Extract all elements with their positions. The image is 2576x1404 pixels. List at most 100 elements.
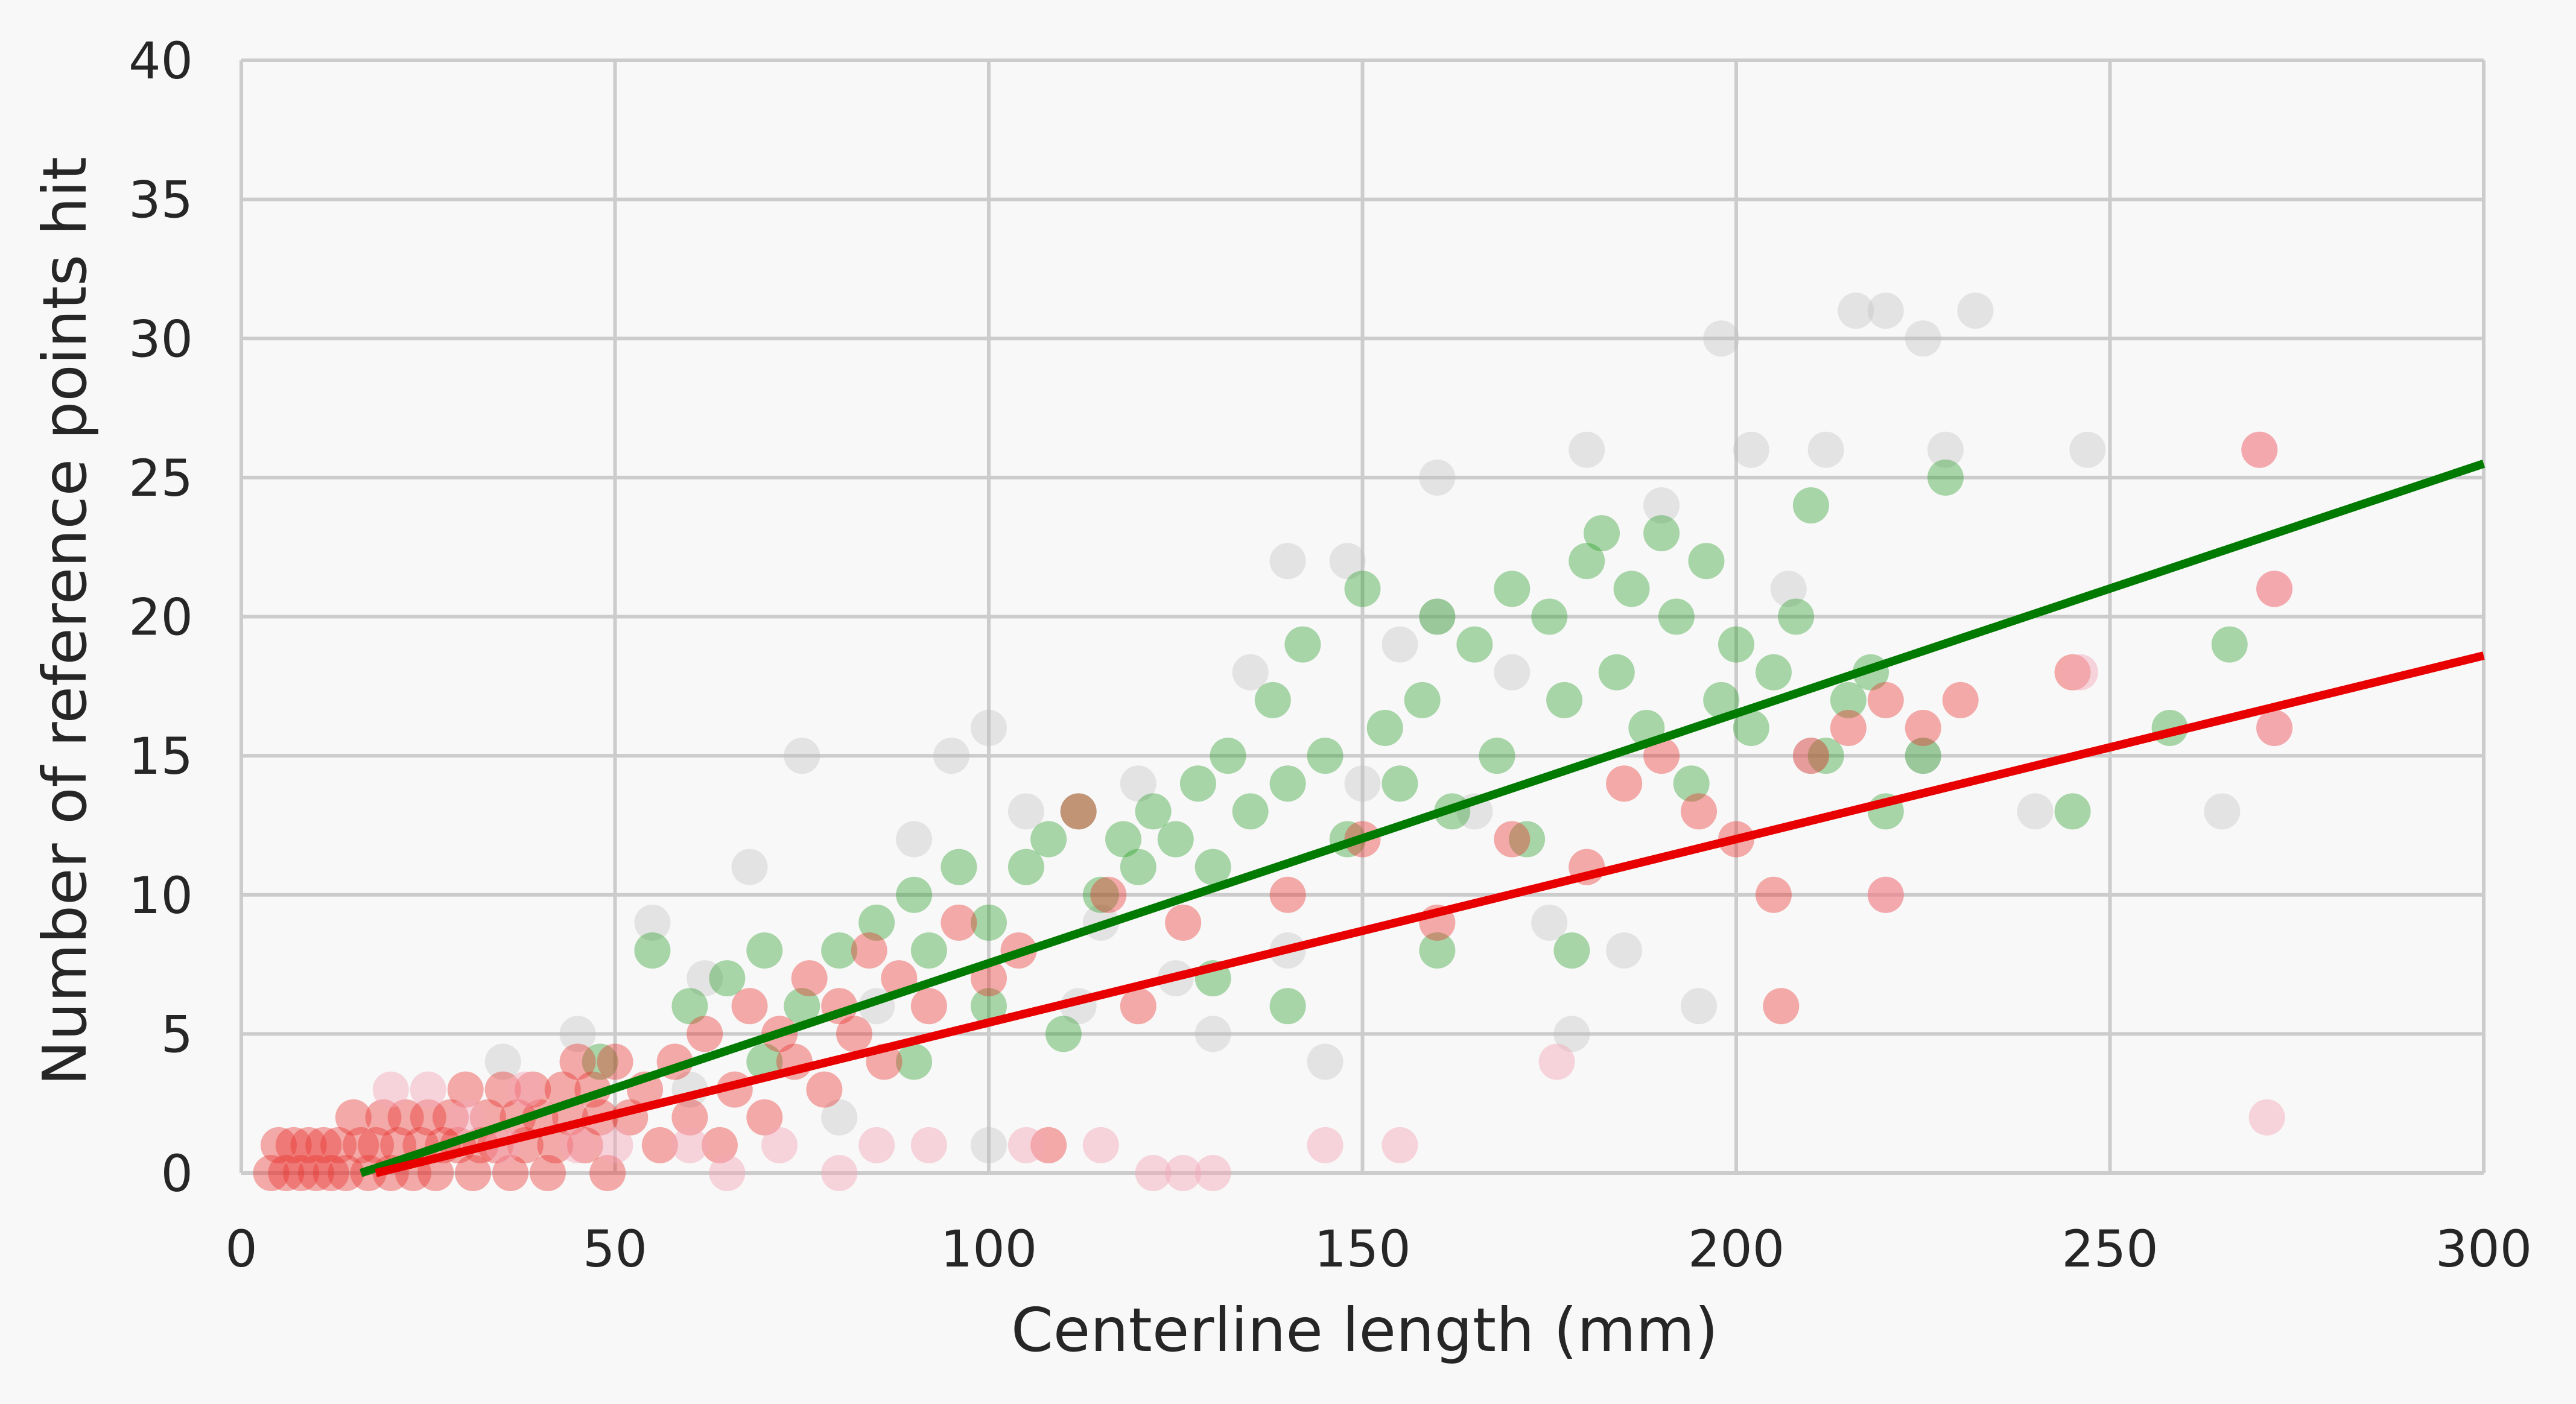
scatter-point-gray [1792,738,1829,774]
scatter-point-gray [1681,988,1718,1025]
scatter-point-green [1792,487,1829,523]
scatter-point-gray [1957,292,1994,329]
scatter-point-green [1569,543,1605,580]
scatter-point-green [1082,876,1119,913]
scatter-point-green [1807,738,1844,774]
scatter-point-red [492,1155,529,1191]
y-tick-label: 25 [128,449,193,508]
scatter-point-red [806,1071,843,1108]
x-tick-label: 300 [2435,1219,2532,1279]
scatter-point-gray [1927,431,1964,468]
scatter-point-red [529,1155,566,1191]
scatter-point-red [1120,988,1156,1025]
scatter-point-gray [2069,431,2106,468]
scatter-point-pink [2248,1099,2285,1136]
scatter-point-gray [933,738,970,774]
scatter-point-green [1479,738,1515,774]
scatter-point-green [1531,598,1568,635]
scatter-point-green [1419,598,1456,635]
scatter-point-green [896,876,933,913]
scatter-point-green [1494,571,1531,607]
scatter-point-green [784,988,820,1025]
scatter-point-red [2241,431,2278,468]
y-tick-label: 15 [128,727,193,786]
x-tick-label: 250 [2061,1219,2158,1279]
scatter-point-gray [1703,320,1740,357]
scatter-point-pink [1165,1155,1202,1191]
scatter-points [253,292,2293,1191]
scatter-point-red [328,1155,364,1191]
scatter-point-red [559,1043,596,1080]
scatter-point-gray [1770,571,1807,607]
scatter-point-red [671,1099,708,1136]
scatter-point-red [387,1099,424,1136]
scatter-point-green [1007,849,1044,885]
scatter-point-red [320,1127,357,1163]
scatter-point-red [687,1016,723,1052]
scatter-point-red [791,960,828,997]
scatter-point-green [1060,793,1097,830]
scatter-point-green [1703,681,1740,718]
scatter-point-gray [1120,765,1156,802]
scatter-point-green [709,960,746,997]
scatter-point-red [746,1099,783,1136]
scatter-point-pink [821,1155,858,1191]
scatter-point-gray [1269,543,1306,580]
scatter-point-red [1643,738,1680,774]
scatter-point-red [312,1155,349,1191]
y-tick-label: 0 [161,1144,193,1203]
scatter-point-pink [761,1127,798,1163]
scatter-point-green [746,1043,783,1080]
scatter-point-pink [1082,1127,1119,1163]
scatter-point-gray [1329,543,1366,580]
scatter-point-green [1232,793,1269,830]
scatter-point-green [971,988,1007,1025]
scatter-point-pink [1382,1127,1418,1163]
scatter-point-pink [597,1127,633,1163]
scatter-point-green [1135,793,1172,830]
y-tick-label: 30 [128,309,193,368]
scatter-point-gray [821,1099,858,1136]
scatter-point-gray [1344,765,1381,802]
scatter-point-gray [1232,654,1269,691]
scatter-point-red [2054,654,2091,691]
scatter-point-red [701,1127,738,1163]
scatter-point-green [1673,765,1710,802]
scatter-point-red [253,1155,290,1191]
scatter-point-green [1643,515,1680,552]
scatter-point-gray [1553,1016,1590,1052]
scatter-point-gray [971,1127,1007,1163]
scatter-point-red [290,1127,327,1163]
scatter-point-gray [1419,598,1456,635]
scatter-point-green [1254,681,1291,718]
scatter-point-green [746,932,783,969]
y-tick-labels: 0 5 10 15 20 25 30 35 40 [128,31,193,1203]
scatter-point-red [1942,681,1979,718]
scatter-point-green [971,904,1007,941]
scatter-point-green [1688,543,1725,580]
scatter-point-red [1060,793,1097,830]
scatter-point-red [343,1127,379,1163]
scatter-point-gray [1643,487,1680,523]
scatter-point-gray [784,738,820,774]
scatter-point-green [1755,654,1792,691]
scatter-point-red [283,1155,320,1191]
scatter-point-gray [896,821,933,858]
scatter-point-green [1598,654,1635,691]
x-tick-labels: 0 50 100 150 200 250 300 [225,1219,2532,1279]
trend-lines [360,460,2486,1177]
scatter-point-green [1905,738,1941,774]
scatter-point-gray [1307,1043,1344,1080]
scatter-point-pink [1867,876,1904,913]
scatter-point-green [671,988,708,1025]
scatter-point-green [1382,765,1418,802]
scatter-point-gray [1807,431,1844,468]
y-tick-label: 20 [128,588,193,647]
y-axis-title: Number of reference points hit [30,157,100,1086]
scatter-point-red [335,1099,372,1136]
scatter-point-red [2256,710,2293,746]
scatter-point-red [731,988,768,1025]
scatter-point-red [641,1127,678,1163]
scatter-point-gray [484,1043,521,1080]
